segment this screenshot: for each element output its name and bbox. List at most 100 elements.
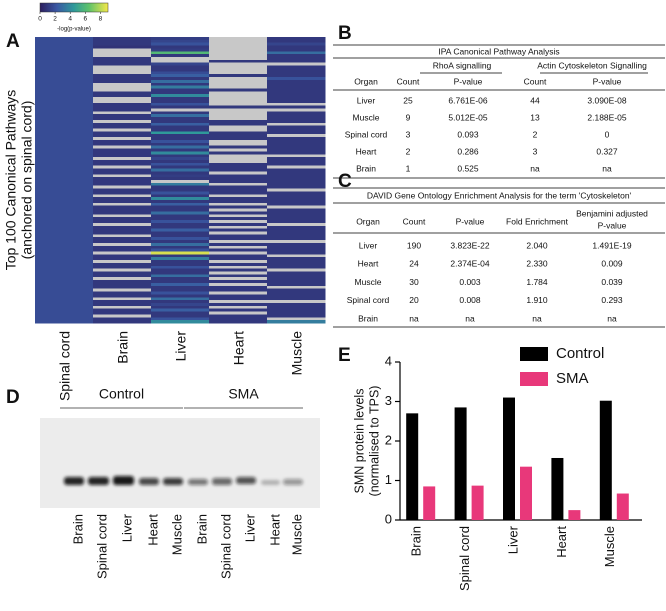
bar [471, 485, 484, 520]
heatmap-cell [267, 311, 326, 315]
heatmap-cell [267, 157, 326, 161]
heatmap-cell [267, 288, 326, 292]
heatmap-cell [93, 197, 152, 201]
heatmap-cell [93, 254, 152, 258]
heatmap-cell [151, 137, 210, 141]
bar [568, 510, 581, 520]
heatmap-cell [209, 180, 268, 184]
lane-label: Heart [145, 514, 160, 546]
heatmap-cell [151, 280, 210, 284]
heatmap-cell [267, 197, 326, 201]
heatmap-cell [35, 145, 94, 149]
heatmap-cell [267, 79, 326, 84]
heatmap-cell [35, 280, 94, 284]
y-axis-label: Top 100 Canonical Pathways [3, 90, 19, 271]
heatmap-cell [35, 142, 94, 146]
heatmap-cell [267, 74, 326, 78]
heatmap-cell [35, 174, 94, 178]
heatmap-cell [267, 59, 326, 64]
heatmap-cell [209, 117, 268, 121]
heatmap-cell [151, 211, 210, 215]
heatmap-cell [209, 88, 268, 92]
heatmap-cell [35, 254, 94, 258]
heatmap-cell [35, 125, 94, 129]
heatmap-cell [209, 282, 268, 287]
table-cell: IPA Canonical Pathway Analysis [438, 46, 559, 56]
table-cell: 190 [407, 240, 421, 250]
heatmap-cell [35, 139, 94, 144]
heatmap-cell [151, 114, 210, 118]
heatmap-cell [35, 268, 94, 272]
heatmap-cell [151, 251, 210, 255]
heatmap-cell [267, 257, 326, 261]
heatmap-cell [151, 42, 210, 46]
heatmap-cell [35, 151, 94, 155]
heatmap-cell [151, 257, 210, 261]
heatmap-cell [35, 74, 94, 78]
heatmap-cell [209, 200, 268, 204]
table-cell: Liver [359, 240, 378, 250]
heatmap-cell [209, 277, 268, 281]
table-cell: 3.823E-22 [450, 240, 489, 250]
heatmap-cell [35, 188, 94, 192]
heatmap-cell [267, 291, 326, 295]
heatmap-cell [35, 165, 94, 169]
heatmap-cell [209, 202, 268, 207]
heatmap-cell [209, 168, 268, 172]
heatmap-cell [93, 248, 152, 252]
heatmap-cell [267, 99, 326, 104]
heatmap-cell [209, 91, 268, 95]
table-cell: Actin Cytoskeleton Signalling [537, 60, 647, 70]
heatmap-cell [35, 291, 94, 295]
heatmap-cell [267, 320, 326, 324]
table-cell: 0.008 [459, 295, 481, 305]
table-cell: P-value [593, 76, 622, 86]
heatmap-cell [267, 225, 326, 229]
heatmap-cell [151, 79, 210, 84]
heatmap-cell [151, 134, 210, 138]
heatmap-cell [93, 117, 152, 121]
heatmap-cell [267, 142, 326, 146]
bar [406, 413, 419, 520]
x-tick-label: Heart [554, 526, 569, 558]
heatmap-cell [93, 99, 152, 104]
bar [616, 493, 629, 520]
heatmap-cell [209, 122, 268, 126]
table-cell: 6.761E-06 [448, 95, 487, 105]
heatmap-cell [35, 274, 94, 278]
heatmap-cell [93, 311, 152, 315]
heatmap-cell [151, 117, 210, 121]
heatmap-cell [209, 42, 268, 46]
heatmap-cell [35, 88, 94, 92]
bar [599, 400, 612, 520]
table-cell: P-value [456, 216, 485, 226]
heatmap-cell [209, 57, 268, 61]
heatmap-cell [93, 79, 152, 84]
table-cell: Liver [357, 95, 376, 105]
heatmap-cell [35, 211, 94, 215]
heatmap-cell [267, 245, 326, 249]
heatmap-cell [267, 300, 326, 304]
heatmap-cell [209, 228, 268, 232]
heatmap-cell [209, 222, 268, 227]
heatmap-cell [267, 45, 326, 49]
heatmap-cell [209, 214, 268, 218]
heatmap-cell [93, 245, 152, 249]
heatmap-cell [35, 97, 94, 101]
table-cell: na [532, 313, 542, 323]
heatmap-cell [35, 91, 94, 95]
bar [454, 407, 467, 520]
heatmap-cell [209, 99, 268, 104]
heatmap-cell [93, 45, 152, 49]
colorbar-tick-label: 2 [53, 16, 57, 23]
heatmap-cell [35, 119, 94, 124]
heatmap-cell [93, 237, 152, 241]
heatmap-cell [35, 137, 94, 141]
heatmap-cell [151, 39, 210, 44]
heatmap-cell [35, 205, 94, 209]
heatmap-cell [267, 220, 326, 224]
heatmap-cell [93, 288, 152, 292]
heatmap-cell [151, 145, 210, 149]
heatmap-cell [93, 294, 152, 298]
heatmap-cell [267, 237, 326, 241]
